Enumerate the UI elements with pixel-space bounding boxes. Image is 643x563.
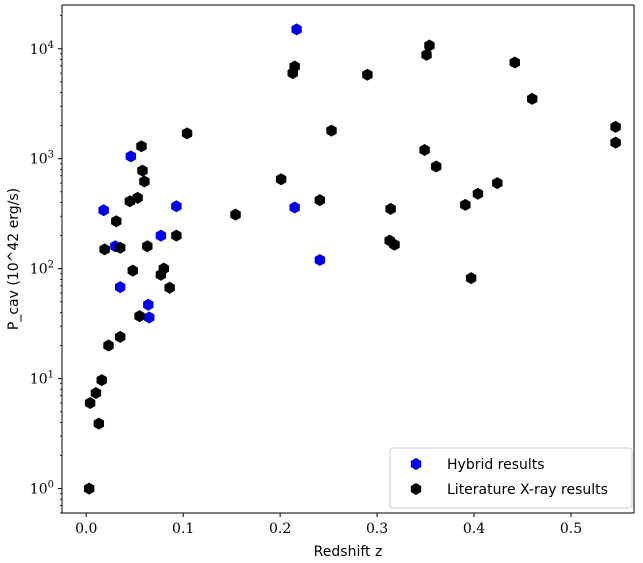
hybrid-results-point <box>289 201 300 214</box>
literature-x-ray-results-point <box>103 339 114 352</box>
x-axis-label: Redshift z <box>314 544 383 560</box>
legend-label-hybrid-results: Hybrid results <box>447 457 545 473</box>
literature-x-ray-results-point <box>114 330 126 343</box>
literature-x-ray-results-point <box>83 482 95 495</box>
x-tick-label: 0.1 <box>172 521 194 537</box>
hybrid-results-point <box>125 150 137 163</box>
hybrid-results-point <box>155 229 167 242</box>
x-tick-label: 0.4 <box>463 521 485 537</box>
literature-x-ray-results-point <box>90 387 102 400</box>
literature-x-ray-results-point <box>314 194 326 207</box>
y-tick-label: 102 <box>30 260 54 278</box>
literature-x-ray-results-point <box>289 60 300 73</box>
hybrid-results-point <box>144 311 155 324</box>
x-tick-label: 0.0 <box>75 521 97 537</box>
literature-x-ray-results-point <box>114 241 126 254</box>
y-tick-label: 101 <box>30 370 54 388</box>
data-marks <box>83 23 621 495</box>
literature-x-ray-results-point <box>96 374 107 387</box>
literature-x-ray-results-point <box>460 198 471 211</box>
hybrid-results-point <box>291 23 302 36</box>
x-tick-label: 0.5 <box>560 521 582 537</box>
y-axis-label: P_cav (10^42 erg/s) <box>6 188 22 330</box>
literature-x-ray-results-point <box>139 175 150 188</box>
literature-x-ray-results-point <box>142 240 153 253</box>
legend-marker-hybrid-results <box>410 458 422 470</box>
literature-x-ray-results-point <box>137 164 148 177</box>
literature-x-ray-results-point <box>93 417 105 430</box>
literature-x-ray-results-point <box>389 238 400 251</box>
axis-ticks: 0.0 0.1 0.2 0.3 0.4 0.5 100 101 102 103 104 <box>30 15 582 537</box>
legend-label-literature-x-ray-results: Literature X-ray results <box>447 482 608 498</box>
hybrid-results-point <box>114 281 126 294</box>
x-tick-label: 0.2 <box>269 521 291 537</box>
literature-x-ray-results-point <box>509 56 520 69</box>
literature-x-ray-results-point <box>385 202 396 215</box>
literature-x-ray-results-point <box>134 310 145 323</box>
literature-x-ray-results-point <box>132 191 143 204</box>
axes <box>61 4 635 514</box>
literature-x-ray-results-point <box>158 262 169 275</box>
literature-x-ray-results-point <box>421 48 432 61</box>
literature-x-ray-results-point <box>230 208 241 221</box>
literature-x-ray-results-point <box>527 92 538 105</box>
legend-marker-literature-x-ray-results <box>410 483 422 495</box>
literature-x-ray-results-point <box>419 144 430 157</box>
y-tick-label: 104 <box>30 40 54 58</box>
literature-x-ray-results-point <box>610 136 621 149</box>
literature-x-ray-results-point <box>326 124 337 137</box>
literature-x-ray-results-point <box>431 160 442 173</box>
plot-frame <box>61 4 635 514</box>
x-tick-label: 0.3 <box>366 521 388 537</box>
literature-x-ray-results-point <box>465 272 477 285</box>
hybrid-results-point <box>171 200 182 213</box>
literature-x-ray-results-point <box>424 39 435 52</box>
legend-items: Hybrid results Literature X-ray results <box>410 457 608 498</box>
hybrid-results-point <box>143 298 154 311</box>
literature-x-ray-results-point <box>136 140 147 153</box>
literature-x-ray-results-point <box>181 127 193 140</box>
literature-x-ray-results-point <box>610 120 621 133</box>
y-tick-label: 103 <box>30 150 54 168</box>
literature-x-ray-results-point <box>171 229 182 242</box>
hybrid-results-point <box>314 253 326 266</box>
literature-x-ray-results-point <box>362 68 373 81</box>
literature-x-ray-results-point <box>472 187 484 200</box>
literature-x-ray-results-point <box>492 177 503 190</box>
hybrid-results-point <box>98 204 109 217</box>
y-tick-label: 100 <box>30 480 54 498</box>
literature-x-ray-results-point <box>99 243 110 256</box>
literature-x-ray-results-point <box>164 281 175 294</box>
literature-x-ray-results-point <box>275 173 287 186</box>
literature-x-ray-results-point <box>127 264 138 277</box>
literature-x-ray-results-point <box>84 397 96 410</box>
legend: Hybrid results Literature X-ray results <box>389 447 633 509</box>
literature-x-ray-results-point <box>111 215 122 228</box>
legend-box <box>389 447 633 509</box>
